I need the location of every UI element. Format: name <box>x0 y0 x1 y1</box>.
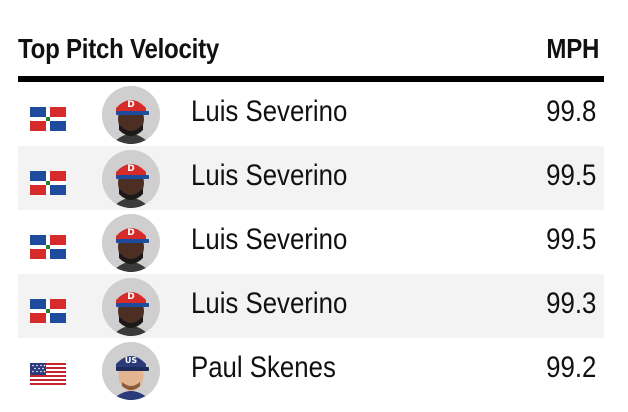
dominican-republic-flag-icon <box>30 299 66 323</box>
player-name: Luis Severino <box>191 159 348 192</box>
velocity-value: 99.5 <box>545 223 596 256</box>
player-headshot-icon: D <box>102 150 160 208</box>
avatar: D <box>102 86 160 144</box>
table-row: D Luis Severino 99.3 <box>18 274 604 338</box>
svg-text:D: D <box>127 100 134 110</box>
united-states-flag-icon <box>30 363 66 387</box>
table-row: D Luis Severino 99.8 <box>18 82 604 146</box>
dominican-republic-flag-icon <box>30 235 66 259</box>
table-row: US Paul Skenes 99.2 <box>18 338 604 402</box>
svg-text:D: D <box>127 292 134 302</box>
svg-text:US: US <box>125 356 137 365</box>
dominican-republic-flag-icon <box>30 107 66 131</box>
leaderboard-title: Top Pitch Velocity <box>18 33 219 64</box>
leaderboard-header: Top Pitch Velocity MPH <box>18 20 604 78</box>
player-name: Luis Severino <box>191 287 348 320</box>
unit-label: MPH <box>546 33 599 64</box>
dominican-republic-flag-icon <box>30 171 66 195</box>
player-name: Luis Severino <box>191 95 348 128</box>
svg-text:D: D <box>127 228 134 238</box>
player-name: Paul Skenes <box>191 351 336 384</box>
avatar: D <box>102 150 160 208</box>
avatar: D <box>102 214 160 272</box>
table-row: D Luis Severino 99.5 <box>18 146 604 210</box>
svg-text:D: D <box>127 164 134 174</box>
avatar: D <box>102 278 160 336</box>
leaderboard-rows: D Luis Severino 99.8 <box>18 82 604 402</box>
player-headshot-icon: US <box>102 342 160 400</box>
player-headshot-icon: D <box>102 214 160 272</box>
avatar: US <box>102 342 160 400</box>
player-headshot-icon: D <box>102 86 160 144</box>
velocity-value: 99.2 <box>545 351 596 384</box>
velocity-value: 99.3 <box>545 287 596 320</box>
table-row: D Luis Severino 99.5 <box>18 210 604 274</box>
player-headshot-icon: D <box>102 278 160 336</box>
velocity-value: 99.8 <box>545 95 596 128</box>
header-divider <box>18 76 604 82</box>
velocity-value: 99.5 <box>545 159 596 192</box>
player-name: Luis Severino <box>191 223 348 256</box>
